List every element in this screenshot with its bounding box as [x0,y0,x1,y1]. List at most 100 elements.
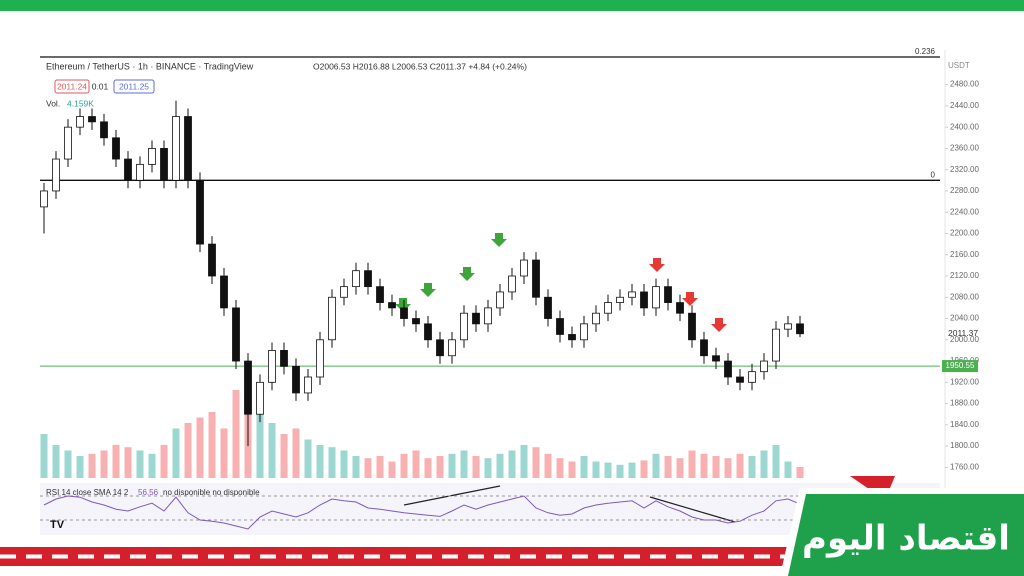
volume-bar [340,450,348,478]
volume-bar [424,458,432,478]
volume-bar [124,447,132,478]
candle-body [280,350,288,367]
rsi-trendline [403,485,501,506]
red-arrow [682,292,698,306]
candle-body [172,116,180,181]
volume-bar [412,450,420,478]
candle-body [352,270,360,288]
candle-body [364,270,372,288]
candle-body [784,323,792,330]
y-tick-label: 2400.00 [950,122,979,131]
candle-body [520,259,528,277]
red-arrow [649,258,665,272]
volume-bar [676,458,684,478]
green-arrow [491,233,507,247]
volume-bar [472,456,480,478]
candle-body [268,350,276,383]
bid-box [54,79,90,94]
logo-bg [788,494,1024,576]
candle-body [76,116,84,128]
candle-body [472,312,480,325]
vol-label: Vol. [46,98,60,108]
volume-bar [460,450,468,478]
volume-bar [796,467,804,478]
rsi-value: 56.56 [138,488,159,497]
currency: USDT [948,61,970,70]
volume-bar [316,445,324,478]
volume-bar [184,423,192,478]
volume-bar [604,462,612,478]
top-bar [0,0,1024,11]
fib-label: 0.236 [915,47,936,56]
y-tick-label: 1800.00 [950,441,979,450]
candle-body [664,286,672,303]
volume-bar [328,447,336,478]
y-tick-label: 1920.00 [950,377,979,386]
spread: 0.01 [92,81,109,91]
candle-body [304,376,312,394]
support-tag [942,360,978,373]
volume-bar [400,453,408,478]
y-tick-label: 2120.00 [950,271,979,280]
volume-bar [232,390,240,478]
y-tick-label: 2280.00 [950,186,979,195]
y-tick-label: 2080.00 [950,292,979,301]
y-tick-label: 2160.00 [950,250,979,259]
candle-body [700,339,708,357]
volume-bar [520,445,528,478]
candle-body [40,190,48,208]
candle-body [256,381,264,415]
candle-body [640,291,648,309]
y-tick-label: 2200.00 [950,229,979,238]
candle-body [64,126,72,160]
candle-body [628,291,636,298]
candle-body [148,148,156,165]
volume-bar [748,456,756,478]
volume-bar [196,417,204,478]
volume-bar [352,456,360,478]
candle-body [580,323,588,341]
volume-bar [280,434,288,478]
volume-bar [160,445,168,478]
volume-bar [688,450,696,478]
green-arrow [459,267,475,281]
rsi-line [43,495,801,530]
y-tick-label: 1840.00 [950,420,979,429]
candle-body [748,371,756,383]
candle-body [124,158,132,181]
fib-label: 0 [931,170,936,179]
candle-body [376,286,384,303]
volume-bar [712,456,720,478]
green-arrow [420,283,436,297]
candle-body [232,307,240,362]
volume-bar [172,428,180,478]
y-tick-label: 2240.00 [950,207,979,216]
candle-body [460,312,468,341]
volume-bar [88,453,96,478]
volume-bar [616,464,624,478]
volume-bar [508,450,516,478]
volume-bar [724,458,732,478]
rsi-extra: no disponible no disponible [163,488,260,497]
volume-bar [640,460,648,478]
volume-bar [568,461,576,478]
volume-bar [760,450,768,478]
volume-bar [100,450,108,478]
ask-box [113,79,155,94]
symbol: Ethereum / TetherUS · 1h · BINANCE · Tra… [46,61,254,71]
candle-body [652,286,660,309]
volume-bar [64,450,72,478]
y-tick-label: 1880.00 [950,399,979,408]
volume-bar [364,458,372,478]
ohlc: O2006.53 H2016.88 L2006.53 C2011.37 +4.8… [313,61,527,71]
y-tick-label: 2480.00 [950,80,979,89]
candle-body [424,323,432,341]
red-arrow [711,318,727,332]
candle-body [208,243,216,277]
candle-body [772,328,780,362]
candle-body [724,360,732,378]
volume-bar [700,453,708,478]
candle-body [436,339,444,357]
bottom-band [0,547,1024,566]
